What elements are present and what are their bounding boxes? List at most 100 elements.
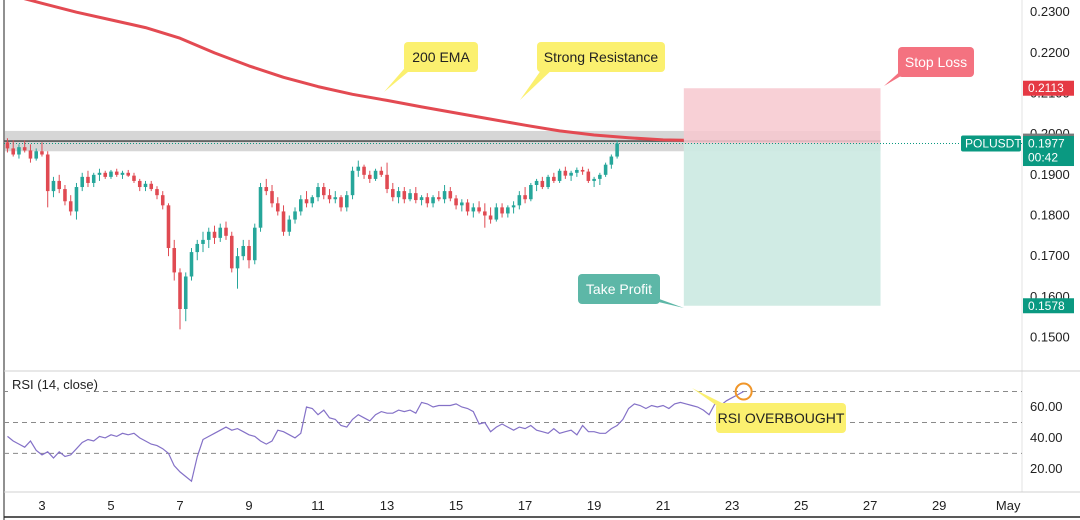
time-tick-label: 13 [380, 498, 394, 513]
candle-body [206, 231, 211, 240]
candles [5, 138, 619, 330]
candle-body [557, 170, 562, 181]
candle-body [120, 172, 125, 175]
rsi-callout-label: RSI OVERBOUGHT [718, 410, 845, 426]
candle-body [552, 176, 556, 181]
stop-callout-label: Stop Loss [905, 54, 967, 70]
candle-body [34, 151, 38, 159]
candle-body [160, 195, 165, 206]
candle-body [68, 201, 73, 212]
callouts: 200 EMA Strong Resistance Stop Loss Take Pr… [384, 42, 974, 433]
profit-callout-label: Take Profit [586, 281, 652, 297]
candle-body [74, 187, 79, 212]
price-tick-label: 0.2200 [1030, 45, 1070, 60]
candle-body [275, 203, 280, 212]
candle-body [500, 207, 504, 214]
candle-body [465, 202, 470, 212]
candle-body [368, 174, 372, 179]
candle-body [488, 215, 493, 220]
rsi-label-bg [8, 378, 86, 392]
candle-body [494, 207, 499, 220]
symbol-label: POLUSDT [965, 137, 1022, 151]
candle-body [586, 171, 591, 181]
price-tick-label: 0.2300 [1030, 4, 1070, 19]
candle-body [316, 187, 320, 198]
axes: 0.23000.22000.21000.20000.19000.18000.17… [38, 4, 1074, 513]
candle-body [172, 248, 177, 273]
time-tick-label: 7 [176, 498, 183, 513]
candle-body [178, 272, 182, 310]
candle-body [252, 227, 257, 261]
candle-body [483, 211, 487, 216]
time-tick-label: 27 [863, 498, 877, 513]
candle-body [609, 156, 614, 165]
candle-body [396, 191, 401, 198]
candle-body [114, 171, 119, 175]
candle-body [356, 166, 361, 171]
ema-callout-box [404, 42, 478, 72]
candle-body [241, 245, 246, 257]
rsi-title: RSI (14, close) [12, 377, 98, 392]
candle-body [310, 197, 315, 204]
candle-body [86, 176, 90, 183]
candle-body [563, 170, 568, 176]
candle-body [80, 176, 85, 188]
candle-body [362, 166, 366, 175]
candle-body [437, 197, 441, 200]
time-tick-label: 15 [449, 498, 463, 513]
candle-body [454, 198, 458, 206]
candle-body [391, 189, 395, 198]
time-tick-label: 23 [725, 498, 739, 513]
candle-body [229, 235, 234, 269]
candle-body [471, 207, 476, 212]
candle-body [126, 172, 131, 176]
rsi-tick-label: 20.00 [1030, 461, 1063, 476]
resistance-callout-label: Strong Resistance [544, 49, 659, 65]
candle-body [149, 183, 154, 190]
candle-body [540, 180, 545, 188]
candle-body [431, 197, 435, 204]
candle-body [350, 170, 355, 196]
candle-body [63, 189, 67, 202]
candle-body [40, 151, 44, 155]
candle-body [529, 185, 533, 200]
target-price-tag-value: 0.1578 [1028, 299, 1065, 313]
candle-body [414, 193, 418, 201]
candle-body [460, 202, 464, 206]
candle-body [298, 199, 303, 212]
candle-body [212, 231, 217, 238]
candle-body [442, 191, 447, 200]
candle-body [224, 227, 228, 236]
candle-body [448, 191, 453, 199]
candle-body [109, 171, 113, 177]
ema-layer [23, 0, 684, 142]
candle-body [511, 205, 516, 208]
price-tick-label: 0.1800 [1030, 207, 1070, 222]
stop-price-tag-value: 0.2113 [1028, 81, 1064, 95]
candle-body [592, 178, 596, 181]
resistance-callout-box [537, 42, 665, 72]
candle-body [333, 197, 338, 200]
candle-body [183, 276, 188, 310]
candle-body [270, 191, 274, 204]
price-tick-label: 0.1700 [1030, 248, 1070, 263]
candle-body [402, 191, 407, 200]
candle-body [28, 150, 33, 159]
candle-body [575, 169, 579, 173]
candle-body [189, 252, 194, 277]
profit-callout-box [578, 274, 660, 304]
resistance-callout-pointer [520, 66, 556, 100]
candle-body [408, 193, 412, 200]
candle-body [137, 180, 142, 188]
candle-body [51, 180, 56, 192]
candle-body [91, 174, 96, 183]
candle-body [534, 180, 539, 185]
current-price-tag-value: 0.1977 [1028, 137, 1065, 151]
candle-body [218, 227, 223, 238]
position-zones [4, 88, 1022, 306]
time-tick-label: 9 [245, 498, 252, 513]
ema-200-line [23, 0, 684, 142]
candle-body [373, 170, 378, 179]
